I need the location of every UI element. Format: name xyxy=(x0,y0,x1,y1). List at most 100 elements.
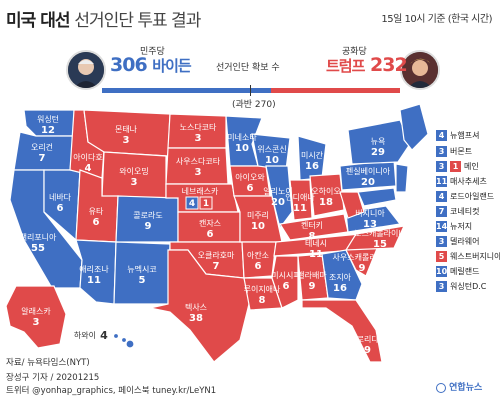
state-tx xyxy=(149,249,251,363)
person-icon xyxy=(68,52,104,88)
state-ev-va: 13 xyxy=(363,219,377,230)
state-name-ok: 오클라호마 xyxy=(198,251,235,260)
state-ev-ks: 6 xyxy=(207,229,214,240)
state-ev-mi: 16 xyxy=(305,161,319,172)
ev-box: 4 xyxy=(436,191,447,202)
state-ev-in: 11 xyxy=(293,203,307,214)
small-state-row: 3 1 메인 xyxy=(436,161,479,174)
state-ev-mn: 10 xyxy=(235,143,249,154)
state-name-az: 애리조나 xyxy=(79,265,109,274)
rep-bar xyxy=(271,88,400,93)
small-state-name: 뉴햄프셔 xyxy=(450,131,480,140)
state-name-va: 버지니아 xyxy=(355,208,385,218)
small-state-row: 11 매사추세츠 xyxy=(436,176,487,189)
majority-marker xyxy=(250,85,251,96)
state-ev-fl: 29 xyxy=(357,345,371,356)
state-ev-nm: 5 xyxy=(139,275,146,286)
ev-box: 3 xyxy=(436,161,447,172)
state-ev-wa: 12 xyxy=(41,125,55,136)
state-name-ia: 아이오와 xyxy=(235,172,265,182)
state-ev-wy: 3 xyxy=(131,177,138,188)
dem-party-label: 민주당 xyxy=(140,47,165,57)
state-name-ca: 캘리포니아 xyxy=(20,232,57,242)
state-ev-nd: 3 xyxy=(195,133,202,144)
dem-candidate: 바이든 xyxy=(152,57,191,75)
small-state-name: 웨스트버지니아 xyxy=(450,252,500,261)
state-name-ks: 캔자스 xyxy=(199,218,221,228)
ev-box: 1 xyxy=(450,161,461,172)
dem-vote-total: 306 바이든 xyxy=(110,54,192,76)
state-ev-co: 9 xyxy=(145,221,152,232)
state-wv xyxy=(339,191,365,219)
footer: 장성구 기자 / 20201215 트위터 @yonhap_graphics, … xyxy=(6,372,216,398)
rep-party-label: 공화당 xyxy=(342,47,367,57)
ev-box: 3 xyxy=(436,281,447,292)
small-state-row: 14 뉴저지 xyxy=(436,221,472,234)
state-name-oh: 오하이오 xyxy=(311,186,340,196)
state-name-ar: 아칸소 xyxy=(247,250,269,260)
small-state-row: 3 버몬트 xyxy=(436,146,472,159)
state-fl xyxy=(301,299,383,363)
state-ev-ak: 3 xyxy=(33,317,40,328)
small-state-name: 매사추세츠 xyxy=(450,177,487,186)
ev-box: 10 xyxy=(436,266,448,277)
electoral-vote-bar xyxy=(102,85,400,96)
small-state-row: 3 워싱턴D.C xyxy=(436,281,486,294)
majority-label: (과반 270) xyxy=(232,100,276,110)
state-name-sd: 사우스다코타 xyxy=(176,157,221,166)
rep-vote-total: 트럼프 232 xyxy=(326,54,408,76)
state-nc xyxy=(344,225,406,251)
state-name-nc: 노스캐롤라이나 xyxy=(354,228,406,238)
state-in xyxy=(289,179,313,221)
small-state-name: 로드아일랜드 xyxy=(450,192,495,201)
us-election-map: 워싱턴12오리건7캘리포니아55네바다6아이다호4몬태나3와이오밍3유타6애리조… xyxy=(5,103,429,363)
state-ev-ms: 6 xyxy=(283,281,290,292)
small-state-name: 워싱턴D.C xyxy=(450,282,487,291)
state-name-ga: 조지아 xyxy=(329,272,352,282)
state-hi xyxy=(112,332,135,349)
small-state-name: 코네티컷 xyxy=(450,207,480,216)
small-state-row: 4 로드아일랜드 xyxy=(436,191,494,204)
state-name-tx: 텍사스 xyxy=(185,302,207,312)
state-ev-hi: 4 xyxy=(100,329,108,342)
ne-dem-box xyxy=(185,196,199,210)
state-name-wa: 워싱턴 xyxy=(37,114,59,124)
state-name-mo: 미주리 xyxy=(247,211,269,220)
state-name-or: 오리건 xyxy=(31,142,53,152)
state-ev-tn: 11 xyxy=(309,249,323,260)
trump-portrait xyxy=(400,50,440,90)
ev-box: 5 xyxy=(436,251,447,262)
state-ev-ut: 6 xyxy=(93,217,100,228)
dem-bar xyxy=(102,88,272,93)
state-name-al: 앨라배마 xyxy=(297,270,327,280)
small-state-name: 버몬트 xyxy=(450,147,473,156)
state-ev-ny: 29 xyxy=(371,147,385,158)
state-name-fl: 플로리다 xyxy=(349,335,379,344)
state-ev-or: 7 xyxy=(39,153,46,164)
state-name-in: 인디애나 xyxy=(285,192,315,202)
state-ev-al: 9 xyxy=(309,281,316,292)
state-ev-mo: 10 xyxy=(251,221,265,232)
state-name-wy: 와이오밍 xyxy=(119,166,148,176)
state-name-il: 일리노이 xyxy=(263,186,292,196)
state-name-id: 아이다호 xyxy=(73,152,102,162)
state-name-mi: 미시간 xyxy=(301,150,324,160)
small-state-name: 메릴랜드 xyxy=(450,267,480,276)
state-ev-tx: 38 xyxy=(189,313,203,324)
state-name-ne: 네브래스카 xyxy=(182,187,219,196)
state-name-ut: 유타 xyxy=(89,207,104,216)
state-ne-region xyxy=(399,103,429,151)
state-name-mt: 몬태나 xyxy=(115,125,138,134)
brand-logo: 연합뉴스 xyxy=(436,380,482,393)
state-ev-ky: 8 xyxy=(309,231,316,242)
state-ev-ok: 7 xyxy=(213,261,220,272)
state-ev-oh: 18 xyxy=(319,197,333,208)
state-name-la: 루이지애나 xyxy=(244,284,281,294)
date-note: 15일 10시 기준 (한국 시간) xyxy=(381,14,492,25)
state-name-sc: 사우스캐롤라이나 xyxy=(333,252,393,262)
state-ev-pa: 20 xyxy=(361,177,375,188)
state-name-nv: 네바다 xyxy=(49,192,72,202)
state-md xyxy=(357,187,397,207)
state-ev-nc: 15 xyxy=(373,239,387,250)
biden-portrait xyxy=(66,50,106,90)
